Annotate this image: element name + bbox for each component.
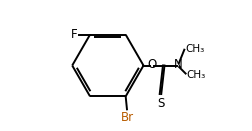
Text: S: S [157, 97, 164, 110]
Text: CH₃: CH₃ [186, 70, 206, 80]
Text: Br: Br [120, 111, 134, 124]
Text: O: O [147, 58, 156, 71]
Text: F: F [71, 28, 78, 41]
Text: CH₃: CH₃ [185, 44, 204, 54]
Text: N: N [173, 58, 182, 71]
